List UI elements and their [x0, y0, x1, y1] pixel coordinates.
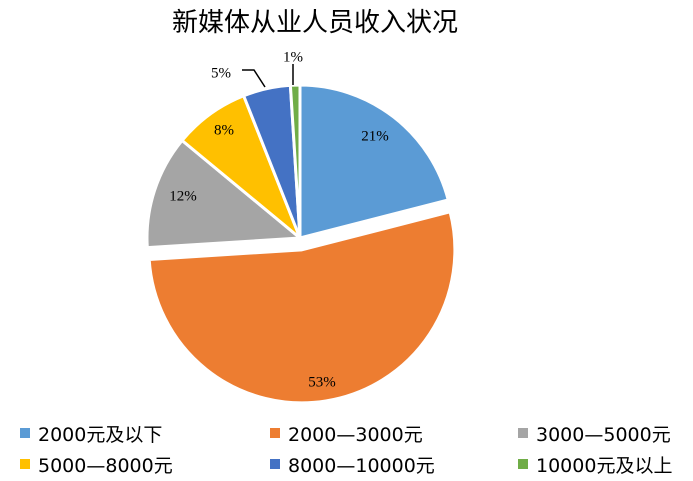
chart-title: 新媒体从业人员收入状况 — [171, 8, 458, 38]
pie-slice-3 — [145, 138, 302, 250]
data-label-4: 8% — [214, 122, 234, 138]
data-label-6: 1% — [283, 49, 303, 65]
pie-slice-2 — [147, 210, 457, 405]
pie-slice-6 — [288, 83, 302, 240]
legend-item-1: 2000元及以下 — [20, 421, 163, 446]
legend-swatch — [20, 459, 30, 469]
legend-label: 3000—5000元 — [536, 423, 671, 446]
legend-item-2: 2000—3000元 — [270, 421, 423, 446]
data-label-1: 21% — [361, 128, 389, 144]
legend-item-4: 5000—8000元 — [20, 452, 173, 477]
data-label-3: 12% — [169, 188, 197, 204]
legend-item-3: 3000—5000元 — [518, 421, 671, 446]
legend-swatch — [518, 459, 528, 469]
legend-swatch — [270, 428, 280, 438]
legend-label: 10000元及以上 — [536, 454, 673, 477]
pie-slices — [145, 83, 457, 405]
data-label-5: 5% — [211, 65, 231, 81]
legend: 2000元及以下 2000—3000元 3000—5000元 5000—8000元 80… — [0, 420, 693, 480]
pie-chart: 21% 53% 12% 8% 5% 1% — [145, 49, 457, 405]
legend-label: 5000—8000元 — [38, 454, 173, 477]
legend-swatch — [518, 428, 528, 438]
legend-swatch — [270, 459, 280, 469]
legend-label: 2000—3000元 — [288, 423, 423, 446]
leader-line-slice-5 — [242, 69, 266, 88]
legend-item-6: 10000元及以上 — [518, 452, 673, 477]
pie-slice-1 — [298, 83, 450, 240]
legend-label: 8000—10000元 — [288, 454, 435, 477]
legend-swatch — [20, 428, 30, 438]
data-label-2: 53% — [308, 374, 336, 390]
legend-label: 2000元及以下 — [38, 423, 163, 446]
legend-item-5: 8000—10000元 — [270, 452, 435, 477]
